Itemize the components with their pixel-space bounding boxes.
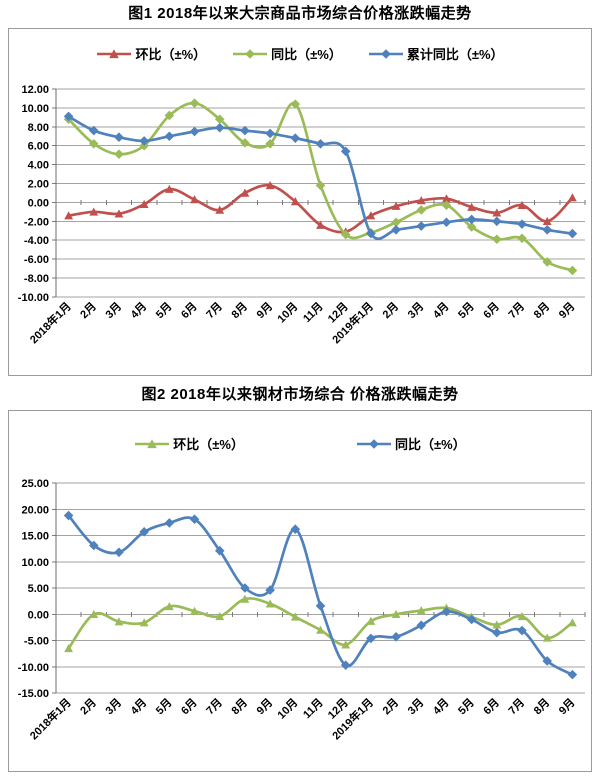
svg-text:7月: 7月: [204, 696, 225, 717]
chart1-legend-item-1: 同比（±%）: [232, 44, 342, 63]
svg-text:3月: 3月: [405, 696, 426, 717]
svg-text:2018年1月: 2018年1月: [27, 695, 74, 742]
svg-text:0.00: 0.00: [28, 609, 49, 621]
svg-text:6.00: 6.00: [28, 141, 49, 153]
svg-text:-10.00: -10.00: [18, 292, 49, 304]
chart2-y-axis-labels: 25.00 20.00 15.00 10.00 5.00 0.00 -5.00 -10.00 -…: [18, 478, 49, 700]
svg-text:10.00: 10.00: [21, 557, 49, 569]
chart1-plot: 12.00 10.00 8.00 6.00 4.00 2.00 0.00 -2.00 -4.00…: [18, 84, 586, 346]
chart2-plot: 25.00 20.00 15.00 10.00 5.00 0.00 -5.00 -10.00 -…: [18, 478, 586, 742]
svg-text:11月: 11月: [300, 696, 325, 721]
svg-text:8月: 8月: [229, 300, 250, 321]
chart2-legend-label-1: 同比（±%）: [395, 437, 466, 452]
chart2-legend-label-0: 环比（±%）: [173, 437, 244, 452]
chart1-series-0-markers: [64, 180, 577, 236]
svg-text:9月: 9月: [556, 696, 577, 717]
chart2-legend-item-0: 环比（±%）: [134, 434, 244, 453]
chart1-gridlines: [52, 88, 585, 298]
svg-text:11月: 11月: [300, 300, 325, 325]
svg-text:0.00: 0.00: [28, 197, 49, 209]
svg-text:-2.00: -2.00: [24, 216, 49, 228]
chart1-series-1-markers: [63, 98, 578, 276]
svg-text:6月: 6月: [178, 300, 199, 321]
svg-text:5.00: 5.00: [28, 583, 49, 595]
chart2-title: 图2 2018年以来钢材市场综合 价格涨跌幅走势: [141, 386, 459, 403]
chart2-gridlines: [52, 482, 585, 694]
svg-text:9月: 9月: [254, 696, 275, 717]
legend-line-marker-icon: [97, 48, 132, 58]
svg-text:8月: 8月: [229, 696, 250, 717]
chart1-box: 环比（±%） 同比（±%） 累计同比（±%） 12.00 10.00 8.00 6.00 4.…: [8, 28, 592, 376]
chart2-series-1-line: [67, 514, 574, 676]
svg-text:2月: 2月: [78, 696, 99, 717]
svg-text:2月: 2月: [78, 300, 99, 321]
svg-text:5月: 5月: [153, 300, 174, 321]
chart2-series-0-markers: [64, 594, 577, 653]
svg-text:2月: 2月: [380, 696, 401, 717]
chart1-legend: 环比（±%） 同比（±%） 累计同比（±%）: [9, 44, 591, 63]
svg-text:8月: 8月: [531, 696, 552, 717]
svg-text:25.00: 25.00: [21, 478, 49, 490]
svg-text:4.00: 4.00: [28, 160, 49, 172]
svg-text:-10.00: -10.00: [18, 662, 49, 674]
chart1-y-axis-labels: 12.00 10.00 8.00 6.00 4.00 2.00 0.00 -2.00 -4.00…: [18, 84, 49, 304]
svg-text:6月: 6月: [481, 696, 502, 717]
chart1-legend-item-2: 累计同比（±%）: [368, 44, 504, 63]
svg-text:2月: 2月: [380, 300, 401, 321]
svg-text:8月: 8月: [531, 300, 552, 321]
svg-text:6月: 6月: [481, 300, 502, 321]
svg-text:3月: 3月: [103, 300, 124, 321]
chart1-title: 图1 2018年以来大宗商品市场综合价格涨跌幅走势: [128, 5, 472, 22]
figure-1: 图1 2018年以来大宗商品市场综合价格涨跌幅走势 环比（±%） 同比（±%） 累计…: [0, 4, 600, 376]
legend-line-marker-icon: [357, 438, 391, 449]
svg-text:2018年1月: 2018年1月: [27, 299, 74, 346]
svg-text:15.00: 15.00: [21, 531, 49, 543]
chart2-legend-item-1: 同比（±%）: [356, 434, 466, 453]
svg-text:-6.00: -6.00: [24, 254, 49, 266]
legend-line-marker-icon: [368, 48, 403, 59]
chart2-series-1-markers: [63, 510, 578, 680]
figure-2: 图2 2018年以来钢材市场综合 价格涨跌幅走势 环比（±%） 同比（±%） 25.…: [0, 385, 600, 772]
chart1-series-2-markers: [63, 111, 578, 239]
svg-text:8.00: 8.00: [28, 122, 49, 134]
svg-text:3月: 3月: [103, 696, 124, 717]
svg-text:4月: 4月: [430, 696, 451, 717]
svg-text:7月: 7月: [506, 696, 527, 717]
page-root: { "chart_data": [ { "type": "line", "tit…: [0, 4, 600, 777]
svg-text:-4.00: -4.00: [24, 235, 49, 247]
svg-text:3月: 3月: [405, 300, 426, 321]
svg-text:9月: 9月: [254, 300, 275, 321]
svg-text:4月: 4月: [430, 300, 451, 321]
svg-text:20.00: 20.00: [21, 504, 49, 516]
svg-text:9月: 9月: [556, 300, 577, 321]
chart1-legend-item-0: 环比（±%）: [96, 44, 206, 63]
legend-line-marker-icon: [135, 438, 170, 448]
svg-text:2.00: 2.00: [28, 179, 49, 191]
chart2-legend: 环比（±%） 同比（±%）: [9, 434, 591, 453]
svg-text:4月: 4月: [128, 696, 149, 717]
svg-text:-5.00: -5.00: [24, 636, 49, 648]
svg-text:5月: 5月: [153, 696, 174, 717]
svg-text:-8.00: -8.00: [24, 273, 49, 285]
chart1-legend-label-2: 累计同比（±%）: [406, 47, 504, 62]
chart1-axes: [55, 89, 586, 297]
svg-text:10月: 10月: [275, 696, 301, 722]
svg-text:7月: 7月: [204, 300, 225, 321]
legend-line-marker-icon: [233, 48, 268, 59]
svg-text:12.00: 12.00: [21, 84, 49, 96]
svg-text:4月: 4月: [128, 300, 149, 321]
svg-text:-15.00: -15.00: [18, 688, 49, 700]
svg-text:5月: 5月: [455, 300, 476, 321]
chart1-legend-label-0: 环比（±%）: [135, 47, 207, 62]
svg-text:6月: 6月: [178, 696, 199, 717]
chart1-legend-label-1: 同比（±%）: [271, 47, 342, 62]
svg-text:7月: 7月: [506, 300, 527, 321]
svg-text:5月: 5月: [455, 696, 476, 717]
chart2-box: 环比（±%） 同比（±%） 25.00 20.00 15.00 10.00 5.00 0.00…: [8, 410, 592, 772]
svg-text:10月: 10月: [275, 300, 301, 326]
svg-text:10.00: 10.00: [21, 103, 49, 115]
